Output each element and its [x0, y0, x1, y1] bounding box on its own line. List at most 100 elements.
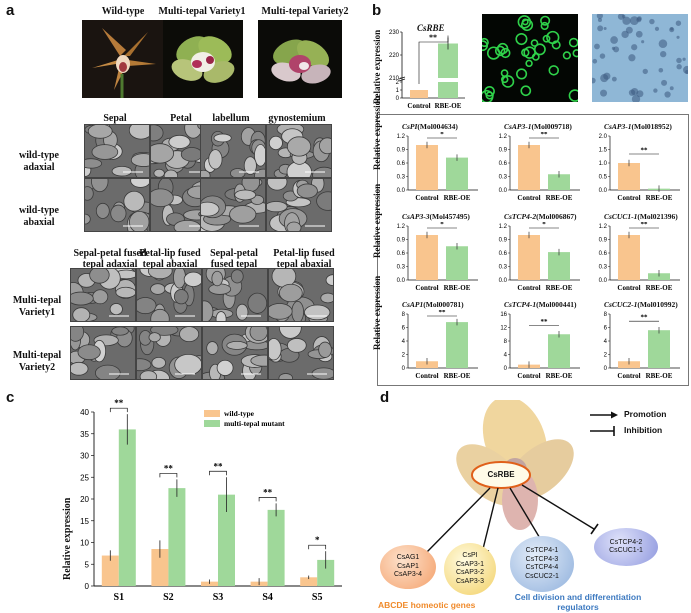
mini-chart-title: CsPI(Mol004634)	[402, 122, 458, 131]
mini-tick: 0.0	[499, 278, 508, 284]
sig-mark: **	[641, 222, 649, 229]
mini-tick: 0.6	[397, 161, 406, 167]
csrbe-tick: 0	[396, 96, 400, 102]
bf-cell	[676, 35, 680, 39]
gfp-cell	[494, 45, 506, 57]
csrbe-node-outline	[471, 461, 531, 489]
sig-mark: **	[541, 318, 549, 326]
gene-name: CsAP3-1	[604, 122, 632, 131]
mini-tick: 4	[504, 353, 508, 359]
node-gene: CsAP1	[397, 562, 419, 570]
gene-name: CsAP1	[402, 300, 424, 309]
sig-mark: **	[114, 398, 124, 408]
regulation-diagram	[420, 411, 618, 559]
sig-bracket	[159, 473, 178, 478]
c-tick: 35	[80, 430, 89, 439]
gene-id: (Mol009718)	[531, 122, 572, 131]
bf-cell	[622, 14, 626, 19]
sem-col-sepal: Sepal	[103, 113, 127, 124]
mini-chart-title: CsAP3-1(Mol018952)	[604, 122, 672, 131]
c-xcat: S2	[163, 592, 174, 603]
sig-bracket	[109, 407, 128, 413]
sem-row-wt-abaxial: wild-type abaxial	[19, 205, 59, 228]
mini-tick: 4	[402, 339, 406, 345]
node-gene: CsAP3-1	[455, 560, 484, 568]
gene-id: (Mol000781)	[423, 300, 464, 309]
node-gene: CsTCP4-2	[609, 538, 643, 546]
mini-chart-3: 0.0 0.5 1.0 1.5 2.0 ** Control RBE-OE	[599, 134, 680, 202]
mini-xcat: RBE-OE	[546, 284, 573, 292]
csrbe-tick: 1	[396, 88, 400, 94]
sem-wt-r2-c4	[266, 178, 332, 232]
bar-rbe-oe-upper	[438, 43, 458, 78]
mini-xcat: RBE-OE	[646, 284, 673, 292]
mini-xcat: Control	[517, 194, 540, 202]
sem-mt-r1-c1	[70, 268, 136, 322]
bar-control	[416, 361, 438, 368]
bf-cell	[682, 57, 686, 61]
bar-rbe-oe	[648, 330, 670, 368]
node-cell-group2: CsTCP4-2 CsCUC1-1	[594, 528, 658, 566]
sig-mark: **	[164, 463, 174, 473]
gene-name: CsAP3-3	[402, 212, 430, 221]
mini-tick: 0.9	[599, 238, 608, 244]
panel-label-c: c	[6, 389, 15, 406]
mini-tick: 0.3	[397, 265, 406, 271]
bar-wild-type	[201, 581, 218, 586]
mt-row-variety2: Multi-tepal Variety2	[12, 350, 62, 373]
gene-name: CsTCP4-2	[504, 212, 537, 221]
csrbe-center-label: CsRBE	[487, 470, 515, 479]
mini-tick: 1.5	[599, 148, 608, 154]
node-gene: CsTCP4-4	[525, 564, 559, 571]
mini-xcat: RBE-OE	[646, 372, 673, 380]
qpcr-grid-frame	[377, 114, 689, 386]
bar-rbe-oe	[446, 246, 468, 280]
mini-tick: 0	[604, 366, 608, 372]
gene-name: CsPI	[402, 122, 418, 131]
sem-mt-r1-c2	[136, 268, 202, 322]
bar-control	[518, 145, 540, 190]
sig-mark: **	[263, 487, 273, 497]
bf-cell	[628, 54, 636, 62]
gfp-cell	[562, 51, 572, 60]
grid-ylabel-row3: Relative expression	[372, 275, 382, 350]
bf-cell	[600, 89, 608, 97]
inhibit-to-cell-2	[521, 484, 595, 530]
mt-col-2: Petal-lip fused tepal abaxial	[139, 248, 201, 270]
mini-chart-title: CsCUC1-1(Mol021396)	[604, 212, 678, 221]
mini-chart-2: 0.0 0.3 0.6 0.9 1.2 ** Control RBE-OE	[499, 132, 580, 202]
mini-tick: 1.2	[499, 224, 508, 230]
gene-id: (Mol004634)	[417, 122, 458, 131]
mini-xcat: RBE-OE	[546, 194, 573, 202]
mini-chart-title: CsCUC2-1(Mol010992)	[604, 300, 678, 309]
photo-title-variety1: Multi-tepal Variety1	[158, 6, 246, 17]
bf-cell	[669, 86, 674, 91]
mini-tick: 0.0	[499, 188, 508, 194]
bar-rbe-oe	[548, 174, 570, 190]
mini-xcat: Control	[617, 284, 640, 292]
legend-label: multi-tepal mutant	[224, 419, 285, 428]
node-gene: CsCUC1-1	[609, 547, 643, 554]
gfp-cell	[485, 91, 494, 100]
gfp-cell	[572, 49, 578, 58]
c-xcat: S1	[114, 592, 125, 603]
bf-cell	[631, 44, 638, 51]
mini-tick: 1.2	[397, 224, 406, 230]
bf-cell	[664, 91, 671, 98]
mini-tick: 4	[604, 339, 608, 345]
mini-tick: 2.0	[599, 134, 608, 140]
gfp-cell	[482, 37, 489, 48]
gfp-cell	[482, 40, 489, 52]
bf-cell	[596, 14, 603, 19]
bar-rbe-oe-lower	[438, 82, 458, 98]
bar-control	[518, 235, 540, 280]
mini-tick: 1.2	[499, 134, 508, 140]
mini-xcat: Control	[415, 284, 438, 292]
bf-cell	[622, 16, 631, 25]
legend-promotion-label: Promotion	[624, 409, 667, 419]
sig-mark: *	[440, 222, 444, 229]
gfp-cell	[523, 46, 536, 59]
node-gene: CsAP3-2	[455, 569, 484, 576]
c-tick: 20	[80, 495, 89, 504]
bar-mutant	[218, 494, 235, 586]
